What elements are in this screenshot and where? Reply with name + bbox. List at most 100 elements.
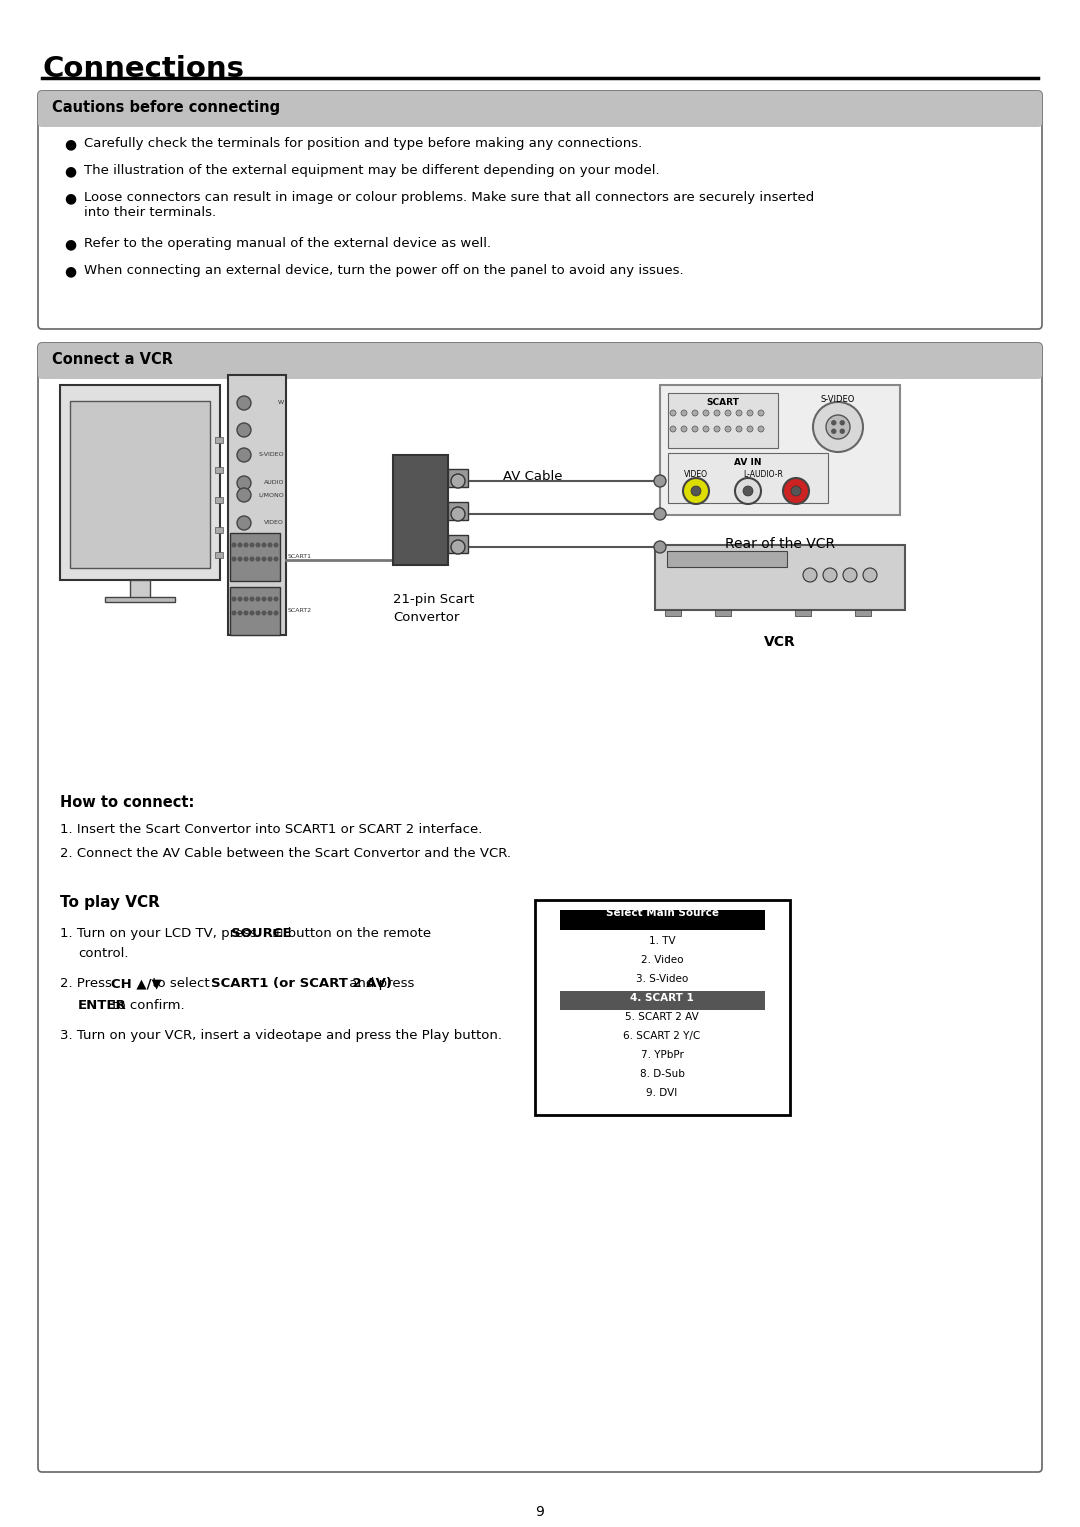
Text: 4. SCART 1: 4. SCART 1 xyxy=(630,993,693,1003)
Text: AUDIO: AUDIO xyxy=(264,481,284,486)
Circle shape xyxy=(237,395,251,411)
Circle shape xyxy=(244,611,247,615)
Text: Loose connectors can result in image or colour problems. Make sure that all conn: Loose connectors can result in image or … xyxy=(84,191,814,218)
Text: 6. SCART 2 Y/C: 6. SCART 2 Y/C xyxy=(623,1031,701,1041)
Circle shape xyxy=(262,597,266,600)
Circle shape xyxy=(239,597,242,600)
Bar xyxy=(665,609,681,615)
Text: VCR: VCR xyxy=(765,635,796,649)
Text: When connecting an external device, turn the power off on the panel to avoid any: When connecting an external device, turn… xyxy=(84,264,684,276)
Bar xyxy=(660,385,900,515)
Text: 8. D-Sub: 8. D-Sub xyxy=(639,1069,685,1080)
Bar xyxy=(60,385,220,580)
Text: ENTER: ENTER xyxy=(78,999,126,1012)
Circle shape xyxy=(256,611,260,615)
Circle shape xyxy=(232,611,235,615)
Circle shape xyxy=(670,426,676,432)
Circle shape xyxy=(251,544,254,547)
Circle shape xyxy=(237,423,251,437)
Text: AV IN: AV IN xyxy=(734,458,761,467)
Circle shape xyxy=(244,597,247,600)
Circle shape xyxy=(840,421,845,425)
Text: S-VIDEO: S-VIDEO xyxy=(821,395,855,405)
Circle shape xyxy=(735,426,742,432)
Text: SCART: SCART xyxy=(706,399,740,408)
Circle shape xyxy=(840,429,845,434)
Circle shape xyxy=(743,486,753,496)
Text: Connect a VCR: Connect a VCR xyxy=(52,353,173,366)
Text: 21-pin Scart: 21-pin Scart xyxy=(393,592,474,606)
Bar xyxy=(215,437,222,443)
Circle shape xyxy=(832,429,836,434)
Text: Select Main Source: Select Main Source xyxy=(606,909,718,918)
Circle shape xyxy=(725,411,731,415)
Circle shape xyxy=(232,544,235,547)
Bar xyxy=(855,609,870,615)
Circle shape xyxy=(791,486,801,496)
Text: How to connect:: How to connect: xyxy=(60,796,194,809)
Circle shape xyxy=(244,557,247,560)
Circle shape xyxy=(251,611,254,615)
Bar xyxy=(393,455,448,565)
Circle shape xyxy=(863,568,877,582)
Text: SOURCE: SOURCE xyxy=(231,927,292,941)
Bar xyxy=(230,533,280,580)
Circle shape xyxy=(783,478,809,504)
Bar xyxy=(215,467,222,473)
Text: 1. Turn on your LCD TV, press: 1. Turn on your LCD TV, press xyxy=(60,927,261,941)
Circle shape xyxy=(262,557,266,560)
Text: Refer to the operating manual of the external device as well.: Refer to the operating manual of the ext… xyxy=(84,237,491,250)
Circle shape xyxy=(747,426,753,432)
Circle shape xyxy=(683,478,708,504)
FancyBboxPatch shape xyxy=(38,92,1042,127)
Bar xyxy=(795,609,811,615)
Circle shape xyxy=(692,411,698,415)
Text: 3. S-Video: 3. S-Video xyxy=(636,974,688,983)
Text: AV Cable: AV Cable xyxy=(503,470,563,483)
Circle shape xyxy=(692,426,698,432)
Bar xyxy=(669,392,778,447)
Text: and press: and press xyxy=(345,977,414,989)
Circle shape xyxy=(826,415,850,438)
Circle shape xyxy=(274,544,278,547)
FancyBboxPatch shape xyxy=(38,344,1042,379)
Circle shape xyxy=(239,557,242,560)
Bar xyxy=(448,469,468,487)
Circle shape xyxy=(654,541,666,553)
Circle shape xyxy=(714,411,720,415)
Text: 2. Press: 2. Press xyxy=(60,977,117,989)
Circle shape xyxy=(832,421,836,425)
Text: 5. SCART 2 AV: 5. SCART 2 AV xyxy=(625,1012,699,1022)
Bar xyxy=(42,360,1038,376)
Circle shape xyxy=(244,544,247,547)
Text: 1. TV: 1. TV xyxy=(649,936,675,947)
Circle shape xyxy=(232,597,235,600)
Text: The illustration of the external equipment may be different depending on your mo: The illustration of the external equipme… xyxy=(84,163,660,177)
Circle shape xyxy=(237,516,251,530)
Text: to select: to select xyxy=(148,977,214,989)
Bar xyxy=(715,609,731,615)
Bar xyxy=(105,597,175,602)
Text: ⊞ button on the remote: ⊞ button on the remote xyxy=(268,927,431,941)
Circle shape xyxy=(256,544,260,547)
Circle shape xyxy=(654,475,666,487)
FancyBboxPatch shape xyxy=(38,92,1042,328)
Circle shape xyxy=(237,476,251,490)
Text: To play VCR: To play VCR xyxy=(60,895,160,910)
Text: ●: ● xyxy=(64,163,76,179)
Circle shape xyxy=(251,597,254,600)
Text: CH ▲/▼: CH ▲/▼ xyxy=(111,977,162,989)
Circle shape xyxy=(256,557,260,560)
Circle shape xyxy=(268,557,272,560)
Bar xyxy=(42,108,1038,124)
Circle shape xyxy=(758,411,764,415)
Circle shape xyxy=(239,544,242,547)
FancyBboxPatch shape xyxy=(38,344,1042,1472)
Text: L-AUDIO-R: L-AUDIO-R xyxy=(743,470,783,479)
Circle shape xyxy=(274,597,278,600)
Circle shape xyxy=(747,411,753,415)
Text: L/MONO: L/MONO xyxy=(258,493,284,498)
Circle shape xyxy=(232,557,235,560)
Circle shape xyxy=(703,426,708,432)
Bar xyxy=(215,527,222,533)
